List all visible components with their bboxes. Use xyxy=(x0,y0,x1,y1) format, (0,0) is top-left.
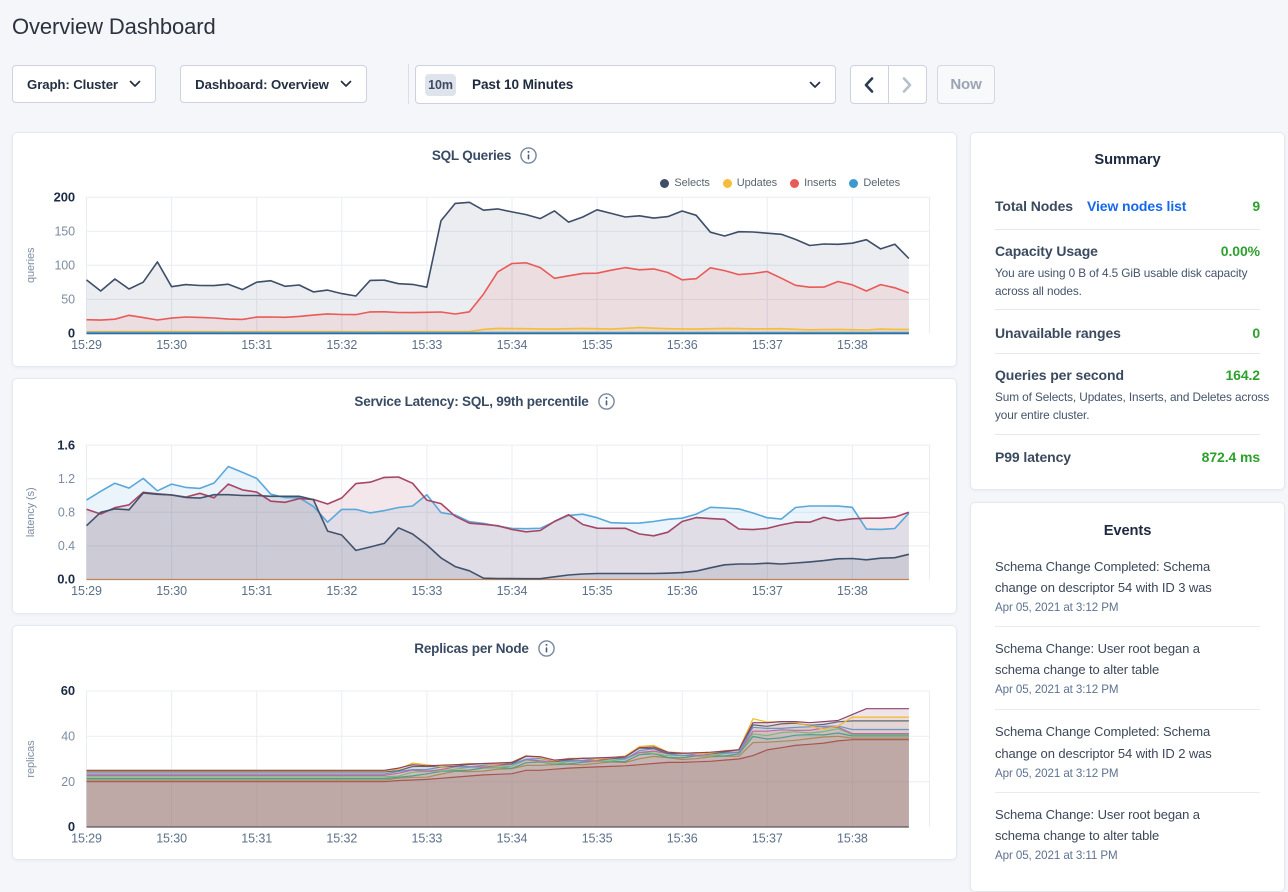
svg-text:15:34: 15:34 xyxy=(497,338,528,352)
svg-text:0: 0 xyxy=(68,326,75,341)
svg-text:15:36: 15:36 xyxy=(667,584,698,598)
svg-text:15:34: 15:34 xyxy=(497,832,528,846)
svg-text:15:32: 15:32 xyxy=(326,584,357,598)
svg-text:15:32: 15:32 xyxy=(326,832,357,846)
svg-text:0: 0 xyxy=(68,819,75,834)
svg-text:15:35: 15:35 xyxy=(582,584,613,598)
svg-text:200: 200 xyxy=(54,189,75,204)
svg-text:15:38: 15:38 xyxy=(837,832,868,846)
svg-text:1.2: 1.2 xyxy=(58,472,75,486)
svg-text:queries: queries xyxy=(25,247,37,283)
svg-text:50: 50 xyxy=(61,293,75,307)
svg-text:15:32: 15:32 xyxy=(326,338,357,352)
svg-text:15:35: 15:35 xyxy=(582,338,613,352)
svg-text:15:30: 15:30 xyxy=(156,832,187,846)
svg-text:15:31: 15:31 xyxy=(241,338,272,352)
svg-text:latency (s): latency (s) xyxy=(25,487,37,537)
svg-text:15:36: 15:36 xyxy=(667,832,698,846)
svg-text:15:31: 15:31 xyxy=(241,832,272,846)
svg-text:15:38: 15:38 xyxy=(837,338,868,352)
svg-text:15:29: 15:29 xyxy=(71,832,102,846)
svg-text:15:36: 15:36 xyxy=(667,338,698,352)
svg-text:100: 100 xyxy=(54,259,75,273)
svg-text:0.8: 0.8 xyxy=(58,506,75,520)
svg-text:15:33: 15:33 xyxy=(412,584,443,598)
svg-text:15:33: 15:33 xyxy=(412,832,443,846)
svg-text:15:37: 15:37 xyxy=(752,338,783,352)
svg-text:15:29: 15:29 xyxy=(71,338,102,352)
svg-text:15:29: 15:29 xyxy=(71,584,102,598)
svg-text:replicas: replicas xyxy=(25,740,37,778)
svg-text:15:31: 15:31 xyxy=(241,584,272,598)
svg-text:0.4: 0.4 xyxy=(58,539,75,553)
svg-text:60: 60 xyxy=(61,683,75,698)
svg-text:15:38: 15:38 xyxy=(837,584,868,598)
svg-text:15:37: 15:37 xyxy=(752,832,783,846)
svg-text:15:30: 15:30 xyxy=(156,338,187,352)
svg-text:15:30: 15:30 xyxy=(156,584,187,598)
svg-text:150: 150 xyxy=(54,225,75,239)
svg-text:1.6: 1.6 xyxy=(57,437,75,452)
svg-text:15:34: 15:34 xyxy=(497,584,528,598)
svg-text:15:35: 15:35 xyxy=(582,832,613,846)
svg-text:15:37: 15:37 xyxy=(752,584,783,598)
svg-text:15:33: 15:33 xyxy=(412,338,443,352)
svg-text:20: 20 xyxy=(61,775,75,789)
svg-text:40: 40 xyxy=(61,730,75,744)
svg-text:0.0: 0.0 xyxy=(57,572,75,587)
